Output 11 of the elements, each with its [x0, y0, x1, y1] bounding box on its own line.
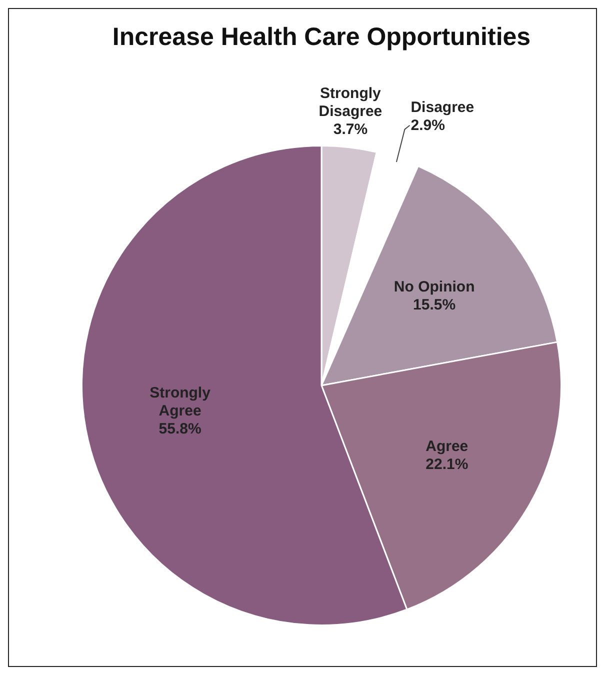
data-label: 15.5% [413, 296, 456, 314]
slice-label: Strongly Agree [150, 384, 212, 420]
data-label: 55.8% [158, 420, 202, 438]
slice-label: Disagree [410, 98, 474, 116]
data-label: 2.9% [410, 116, 445, 134]
slice-label: No Opinion [394, 278, 475, 296]
slice-label: Agree [426, 438, 468, 456]
data-label: 22.1% [426, 456, 468, 474]
slice-label: Strongly Disagree [318, 85, 382, 120]
chart-title: Increase Health Care Opportunities [112, 22, 531, 51]
data-label: 3.7% [333, 121, 368, 138]
